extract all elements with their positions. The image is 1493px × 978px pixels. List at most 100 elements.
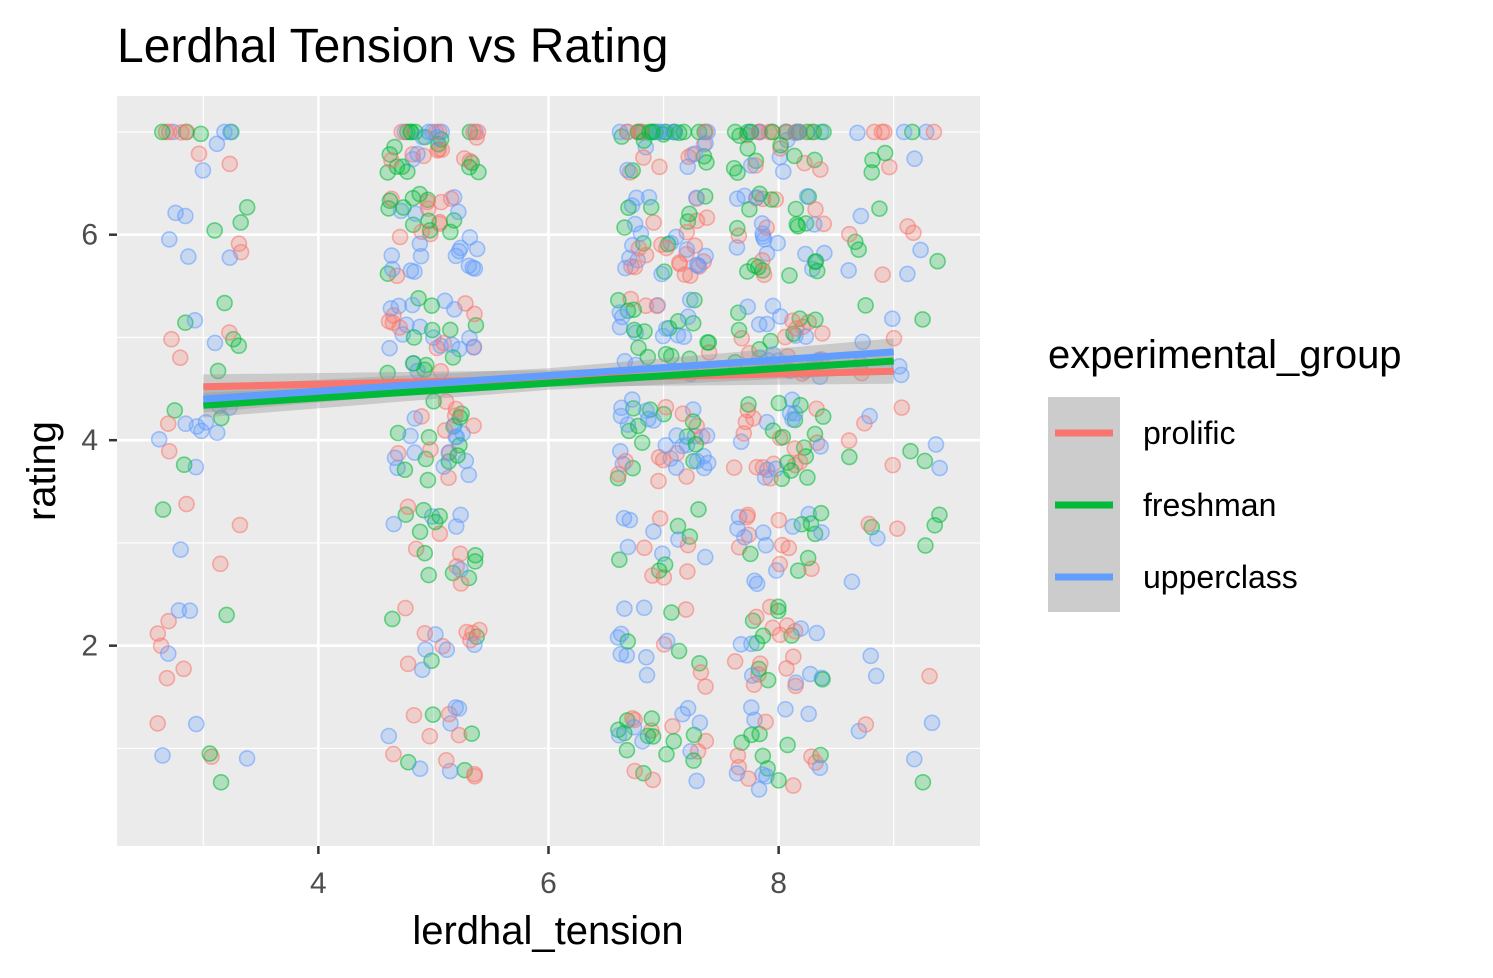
data-point bbox=[381, 339, 398, 357]
y-axis-title: rating bbox=[20, 421, 64, 521]
data-point bbox=[447, 247, 465, 265]
data-point bbox=[411, 185, 428, 203]
data-point bbox=[449, 447, 466, 464]
data-point bbox=[884, 456, 902, 474]
data-point bbox=[643, 710, 661, 727]
data-point bbox=[769, 602, 787, 620]
data-point bbox=[626, 215, 644, 233]
y-axis: 2 4 6 bbox=[81, 219, 117, 663]
data-point bbox=[926, 516, 944, 534]
data-point bbox=[637, 246, 655, 264]
data-point bbox=[452, 561, 469, 578]
data-point bbox=[754, 252, 771, 269]
data-point bbox=[690, 501, 707, 518]
data-point bbox=[470, 163, 487, 181]
data-point bbox=[658, 239, 675, 257]
data-point bbox=[645, 214, 662, 231]
data-point bbox=[391, 228, 409, 246]
data-point bbox=[417, 641, 434, 658]
data-point bbox=[417, 450, 435, 468]
data-point bbox=[443, 336, 461, 354]
data-point bbox=[678, 468, 695, 485]
data-point bbox=[730, 321, 748, 339]
data-point bbox=[784, 312, 801, 330]
data-point bbox=[638, 648, 655, 666]
data-point bbox=[779, 454, 796, 471]
data-point bbox=[460, 466, 478, 484]
data-point bbox=[657, 437, 675, 454]
data-point bbox=[899, 218, 916, 235]
data-point bbox=[871, 200, 888, 217]
data-point bbox=[764, 297, 782, 315]
data-point bbox=[650, 472, 667, 490]
data-point bbox=[917, 537, 934, 554]
data-point bbox=[893, 399, 911, 416]
data-point bbox=[740, 396, 757, 413]
data-point bbox=[178, 495, 195, 513]
data-point bbox=[729, 304, 747, 322]
x-axis-title: lerdhal_tension bbox=[412, 909, 683, 953]
data-point bbox=[172, 541, 189, 558]
data-point bbox=[149, 715, 166, 732]
legend-label: prolific bbox=[1143, 415, 1235, 451]
data-point bbox=[644, 771, 662, 789]
data-point bbox=[774, 163, 792, 180]
data-point bbox=[411, 523, 429, 541]
data-point bbox=[695, 459, 713, 477]
data-point bbox=[725, 459, 743, 476]
data-point bbox=[197, 413, 215, 431]
data-point bbox=[613, 399, 630, 417]
data-point bbox=[385, 515, 403, 533]
data-point bbox=[231, 516, 249, 534]
data-point bbox=[218, 606, 235, 624]
data-point bbox=[889, 520, 906, 537]
data-point bbox=[748, 189, 765, 206]
data-point bbox=[699, 334, 716, 351]
data-point bbox=[841, 225, 858, 243]
data-point bbox=[230, 337, 248, 355]
data-point bbox=[658, 632, 676, 650]
data-point bbox=[685, 752, 702, 769]
data-point bbox=[688, 772, 705, 790]
data-point bbox=[852, 207, 870, 225]
data-point bbox=[812, 161, 829, 178]
data-point bbox=[816, 244, 833, 262]
data-point bbox=[610, 726, 628, 744]
data-point bbox=[626, 762, 644, 780]
data-point bbox=[730, 758, 748, 776]
data-point bbox=[772, 136, 790, 154]
data-point bbox=[748, 458, 766, 476]
data-point bbox=[862, 647, 879, 665]
data-point bbox=[642, 198, 660, 216]
data-point bbox=[447, 518, 465, 535]
data-point bbox=[419, 200, 437, 218]
data-point bbox=[413, 223, 430, 241]
data-point bbox=[611, 304, 629, 321]
data-points bbox=[149, 123, 948, 798]
data-point bbox=[670, 642, 688, 660]
data-point bbox=[863, 164, 880, 181]
data-point bbox=[405, 706, 423, 724]
data-point bbox=[771, 555, 789, 573]
data-point bbox=[753, 215, 771, 232]
data-point bbox=[687, 436, 705, 453]
data-point bbox=[160, 612, 177, 630]
data-point bbox=[850, 241, 867, 258]
data-point bbox=[379, 164, 397, 181]
y-tick-label: 4 bbox=[81, 424, 98, 457]
data-point bbox=[747, 157, 764, 174]
data-point bbox=[628, 189, 645, 207]
data-point bbox=[875, 123, 893, 141]
data-point bbox=[667, 459, 685, 476]
data-point bbox=[777, 700, 794, 718]
data-point bbox=[238, 199, 256, 216]
data-point bbox=[679, 308, 697, 326]
data-point bbox=[779, 736, 796, 754]
data-point bbox=[925, 123, 943, 141]
data-point bbox=[781, 267, 798, 284]
data-point bbox=[691, 714, 709, 732]
data-point bbox=[800, 705, 817, 723]
data-point bbox=[751, 655, 769, 672]
data-point bbox=[798, 188, 816, 205]
data-point bbox=[645, 523, 662, 540]
